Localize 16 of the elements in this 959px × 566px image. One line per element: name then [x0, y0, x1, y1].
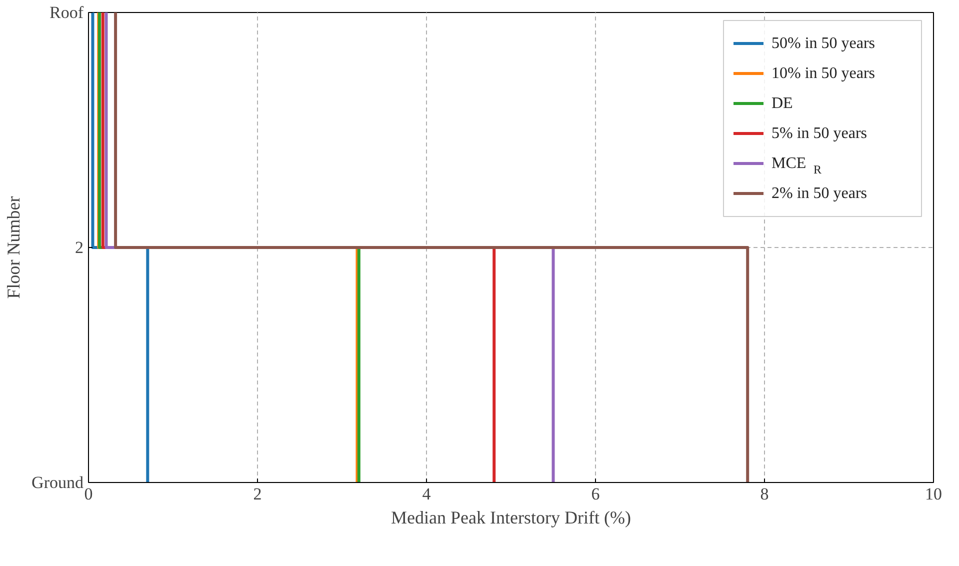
x-tick-label: 4: [422, 484, 432, 504]
x-tick-label: 0: [84, 484, 93, 504]
x-tick-label: 8: [760, 484, 769, 504]
y-tick-label: Ground: [32, 473, 84, 492]
x-axis-title: Median Peak Interstory Drift (%): [391, 508, 631, 528]
legend-label: 10% in 50 years: [772, 65, 876, 82]
y-tick-label: Roof: [50, 3, 84, 22]
legend-label: 5% in 50 years: [772, 125, 868, 142]
x-tick-label: 10: [925, 484, 942, 504]
x-tick-label: 6: [591, 484, 600, 504]
legend-label: 2% in 50 years: [772, 185, 868, 202]
legend-label: 50% in 50 years: [772, 35, 876, 52]
y-tick-label: 2: [75, 238, 84, 257]
y-axis-title: Floor Number: [4, 196, 24, 299]
legend-label: DE: [772, 95, 793, 112]
x-tick-label: 2: [253, 484, 262, 504]
